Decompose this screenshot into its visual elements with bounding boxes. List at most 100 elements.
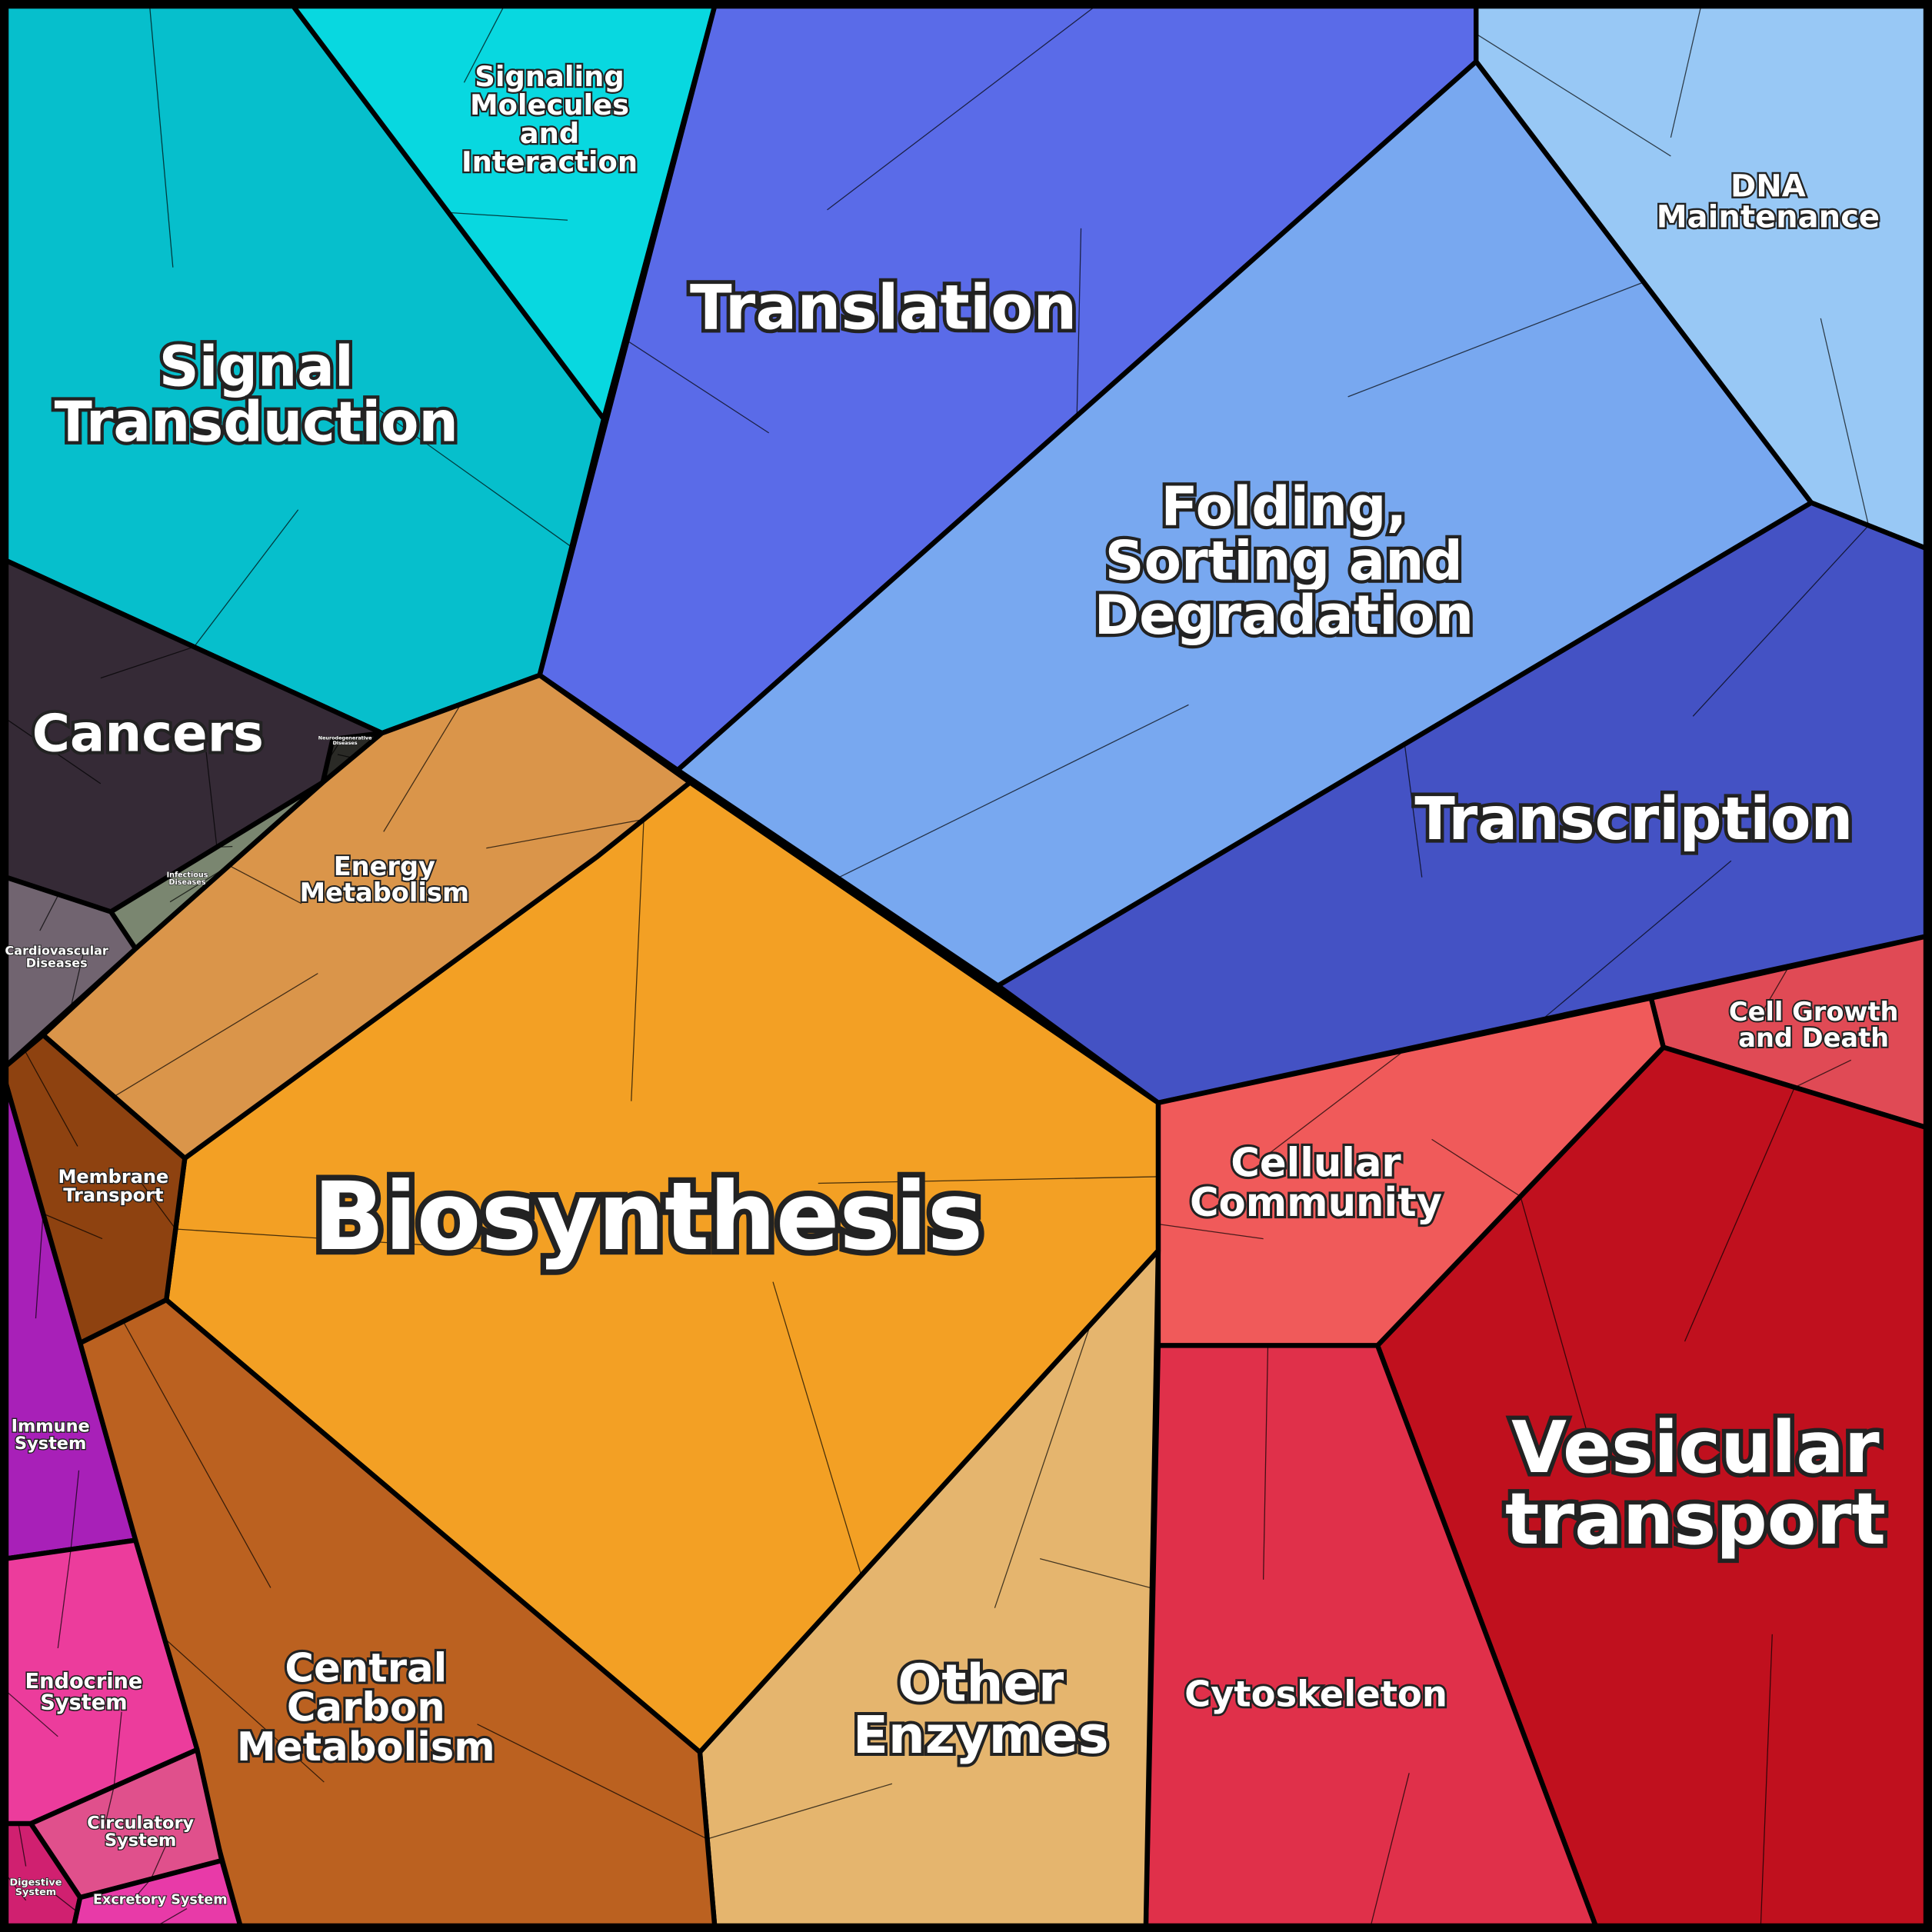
cell-edge xyxy=(50,1890,78,1913)
cell-edge xyxy=(1692,525,1869,717)
cell-edge xyxy=(463,5,505,83)
region-label: System xyxy=(105,1830,176,1850)
region-label: Immune xyxy=(12,1417,90,1437)
cell-edge xyxy=(70,954,84,1008)
cell-edge xyxy=(1039,1557,1153,1589)
region-label: Molecules xyxy=(470,88,629,122)
cell-edge xyxy=(136,1177,176,1230)
region-label: Interaction xyxy=(461,145,638,178)
cell-edge xyxy=(113,973,318,1098)
region-label: Cellular xyxy=(1231,1141,1401,1187)
cell-edge xyxy=(477,1724,708,1840)
region-label: Excretory System xyxy=(93,1892,228,1907)
cell-edge xyxy=(103,1786,115,1830)
cell-edge xyxy=(1347,281,1644,398)
cell-edge xyxy=(228,864,302,904)
region-label: Cancers xyxy=(32,704,264,764)
cell-edge xyxy=(1759,967,1789,1018)
cell-edge xyxy=(838,704,1189,879)
cell-edge xyxy=(1404,744,1423,878)
cell-edge xyxy=(193,509,299,648)
cell-edge xyxy=(24,1050,78,1147)
cell-edge xyxy=(159,1634,325,1783)
cell-edge xyxy=(149,5,174,268)
region-label: Neurodegenerative xyxy=(318,735,372,741)
cell-edge xyxy=(1475,33,1671,157)
cell-edge xyxy=(994,1324,1091,1608)
region-label: Metabolism xyxy=(300,878,469,908)
region-label: Diseases xyxy=(169,878,206,887)
region-label: Transcription xyxy=(1414,785,1853,854)
region-label: Circulatory xyxy=(87,1814,194,1834)
cell-edge xyxy=(1794,1059,1852,1088)
region-label: Signaling xyxy=(475,60,624,93)
region-label: Sorting and xyxy=(1105,529,1463,592)
region-label: Diseases xyxy=(333,740,358,746)
cell-edge xyxy=(18,1823,27,1867)
cell-edge xyxy=(827,5,1096,211)
region-label: Community xyxy=(1190,1180,1442,1226)
cell-edge xyxy=(39,894,59,931)
region-label: Enzymes xyxy=(853,1705,1109,1765)
region-label: Energy xyxy=(334,851,435,881)
cell-edge xyxy=(627,340,770,434)
region-label: Transport xyxy=(63,1184,163,1206)
region-label: Other xyxy=(898,1654,1064,1714)
cell-edge xyxy=(1262,1345,1269,1580)
cell-edge xyxy=(70,1470,80,1550)
cell-edge xyxy=(486,818,645,849)
cell-edge xyxy=(1760,1634,1773,1927)
cell-edge xyxy=(42,1213,103,1240)
region-label: Carbon xyxy=(287,1685,445,1731)
region-label: Transduction xyxy=(55,391,458,455)
region-label: System xyxy=(15,1887,56,1898)
region-label: Folding, xyxy=(1161,475,1407,538)
region-label: Translation xyxy=(690,271,1077,343)
cell-edge xyxy=(5,718,102,784)
cell-edge xyxy=(1076,228,1082,416)
region-label: Signal xyxy=(159,335,354,399)
region-label: Infectious xyxy=(167,871,208,879)
region-label: Diseases xyxy=(26,955,88,970)
region-label: DNA xyxy=(1730,168,1806,204)
cell-edge xyxy=(1820,318,1870,526)
cell-edge xyxy=(156,1908,188,1927)
labels: SignalTransductionSignalingMoleculesandI… xyxy=(5,58,1900,1908)
cell-edge xyxy=(707,1783,893,1840)
cell-edge xyxy=(5,1874,27,1901)
cell-edge xyxy=(1541,860,1732,1021)
cell-edge xyxy=(150,1841,168,1880)
cell-edge xyxy=(1370,1773,1410,1927)
cell-edge xyxy=(1684,1087,1795,1342)
region-label: Vesicular xyxy=(1511,1406,1880,1489)
region-label: Digestive xyxy=(9,1877,62,1888)
region-label: and xyxy=(520,117,579,150)
cell-edge xyxy=(205,751,218,848)
cell-edge xyxy=(175,1228,488,1250)
cell-edge xyxy=(1431,1138,1521,1198)
cell-edge xyxy=(100,646,195,679)
region-label: Degradation xyxy=(1094,584,1474,647)
cell-edge xyxy=(818,1176,1158,1184)
cell-edge xyxy=(5,1690,58,1737)
cell-edge xyxy=(113,1711,122,1787)
region-label: System xyxy=(15,1434,86,1454)
cell-edge xyxy=(383,704,461,832)
region-label: and Death xyxy=(1738,1023,1889,1053)
cell-edge xyxy=(371,405,572,548)
cell-edge xyxy=(1158,1223,1264,1240)
region-label: Cardiovascular xyxy=(5,943,108,958)
cell-edge xyxy=(448,212,568,221)
region-label: Cytoskeleton xyxy=(1184,1674,1447,1715)
cell-edge xyxy=(772,1281,862,1576)
region-label: Endocrine xyxy=(25,1670,142,1694)
region-label: Central xyxy=(285,1645,447,1691)
region-label: Biosynthesis xyxy=(313,1162,983,1271)
cell-edge xyxy=(327,739,341,761)
cell-edge xyxy=(133,1878,152,1900)
cell-edge xyxy=(35,1213,44,1319)
